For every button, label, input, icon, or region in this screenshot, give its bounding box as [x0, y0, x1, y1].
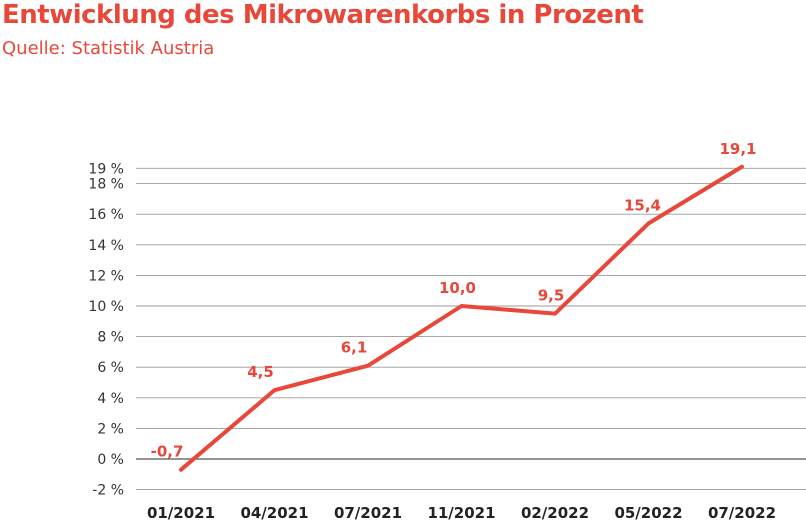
x-axis: 01/2021 04/2021 07/2021 11/2021 02/2022 05/20…: [147, 504, 776, 522]
x-tick-label: 11/2021: [427, 504, 495, 522]
x-tick-label: 02/2022: [521, 504, 589, 522]
series: [179, 164, 744, 472]
data-label: 9,5: [538, 287, 565, 305]
y-tick-label: 6 %: [97, 360, 124, 376]
data-point: [647, 221, 650, 225]
data-label: -0,7: [151, 443, 184, 461]
data-point: [366, 364, 370, 368]
y-tick-label: 18 %: [88, 177, 124, 193]
y-tick-label: -2 %: [92, 483, 124, 499]
data-point: [553, 312, 557, 316]
data-point: [273, 388, 276, 392]
y-tick-label: 16 %: [88, 207, 124, 223]
y-axis: -2 % 0 % 2 % 4 % 6 % 8 % 10 % 12 % 14 % 16 % 18 %1…: [88, 161, 124, 498]
data-point: [740, 165, 744, 169]
y-tick-label: 14 %: [88, 238, 124, 254]
x-tick-label: 05/2022: [614, 504, 682, 522]
y-tick-label: 12 %: [88, 268, 124, 284]
data-label: 19,1: [719, 140, 756, 158]
data-label: 15,4: [624, 196, 661, 214]
y-tick-label: 8 %: [97, 330, 124, 346]
data-label: 10,0: [439, 279, 476, 297]
y-tick-label: 10 %: [88, 299, 124, 315]
x-tick-label: 07/2022: [708, 504, 776, 522]
y-tick-label: 2 %: [97, 421, 124, 437]
data-point: [460, 304, 463, 308]
x-tick-label: 07/2021: [334, 504, 402, 522]
data-labels: -0,7 4,5 6,1 10,0 9,5 15,4 19,1: [151, 140, 757, 461]
y-tick-label: 4 %: [97, 391, 124, 407]
x-tick-label: 01/2021: [147, 504, 215, 522]
x-tick-label: 04/2021: [240, 504, 308, 522]
data-label: 6,1: [341, 339, 368, 357]
data-point: [179, 468, 183, 472]
data-label: 4,5: [247, 363, 274, 381]
grid: [136, 167, 806, 491]
chart-subtitle: Quelle: Statistik Austria: [2, 38, 215, 59]
chart-title: Entwicklung des Mikrowarenkorbs in Proze…: [2, 0, 644, 30]
y-tick-label: 0 %: [97, 452, 124, 468]
y-tick-label: 19 %: [88, 161, 124, 177]
